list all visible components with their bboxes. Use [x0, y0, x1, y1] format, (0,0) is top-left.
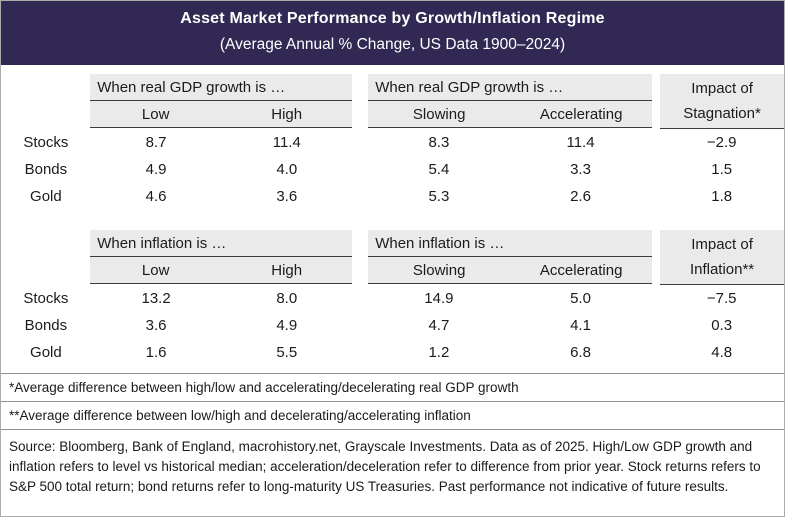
impact-value-cell: −2.9: [706, 134, 737, 151]
column-gap: [651, 312, 659, 339]
column-gap: [352, 339, 368, 366]
figure-subtitle: (Average Annual % Change, US Data 1900–2…: [219, 36, 566, 53]
value-cell: 8.3: [428, 134, 450, 151]
column-header-high: High: [221, 257, 353, 284]
column-gap: [352, 101, 368, 128]
value-cell: 11.4: [566, 134, 595, 151]
value-cell: 5.3: [428, 188, 450, 205]
impact-of-inflation-header: Impact of Inflation**: [660, 230, 784, 285]
value-cell: 13.2: [141, 290, 171, 307]
column-header-accelerating: Accelerating: [510, 257, 653, 284]
value-cell: 8.0: [276, 290, 298, 307]
title-band: Asset Market Performance by Growth/Infla…: [1, 1, 784, 65]
impact-value-cell: −7.5: [706, 290, 737, 307]
impact-header-line2: Inflation**: [689, 261, 755, 278]
table-row-bonds: Bonds 4.9 4.0 5.4 3.3 1.5: [1, 156, 784, 183]
value-cell: 1.2: [428, 344, 450, 361]
row-label: Bonds: [24, 317, 68, 334]
value-cell: 3.3: [570, 161, 591, 178]
source-note: Source: Bloomberg, Bank of England, macr…: [1, 429, 784, 497]
gdp-table-header: When real GDP growth is … When real GDP …: [1, 74, 784, 129]
column-header-slowing: Slowing: [368, 101, 511, 128]
impact-value-cell: 1.8: [711, 188, 733, 205]
impact-header-line1: Impact of: [691, 236, 753, 253]
footnotes-block: *Average difference between high/low and…: [1, 373, 784, 497]
table-row-gold: Gold 1.6 5.5 1.2 6.8 4.8: [1, 339, 784, 366]
column-header-high: High: [221, 101, 353, 128]
value-cell: 14.9: [424, 290, 454, 307]
impact-value-cell: 0.3: [711, 317, 733, 334]
row-label: Bonds: [24, 161, 68, 178]
column-gap: [652, 74, 660, 129]
column-gap: [352, 312, 368, 339]
inflation-table: When inflation is … When inflation is … …: [1, 230, 784, 366]
column-gap: [352, 156, 368, 183]
inflation-header-mid: When inflation is … When inflation is … …: [90, 230, 653, 285]
value-cell: 4.0: [276, 161, 298, 178]
column-gap: [352, 129, 368, 156]
column-gap: [651, 339, 659, 366]
impact-header-line2: Stagnation*: [683, 105, 761, 122]
column-gap: [651, 285, 659, 312]
gdp-growth-table: When real GDP growth is … When real GDP …: [1, 74, 784, 210]
inflation-level-group-header: When inflation is …: [90, 230, 353, 257]
value-cell: 5.0: [570, 290, 591, 307]
value-cell: 5.5: [276, 344, 298, 361]
value-cell: 2.6: [570, 188, 591, 205]
value-cell: 1.6: [145, 344, 167, 361]
value-cell: 4.9: [276, 317, 298, 334]
impact-header-line1: Impact of: [691, 80, 753, 97]
row-label-spacer: [1, 74, 90, 129]
impact-value-cell: 4.8: [711, 344, 733, 361]
column-header-slowing: Slowing: [368, 257, 511, 284]
gdp-header-mid: When real GDP growth is … When real GDP …: [90, 74, 653, 129]
row-label: Stocks: [23, 290, 69, 307]
gdp-level-group-header: When real GDP growth is …: [90, 74, 353, 101]
value-cell: 4.9: [145, 161, 167, 178]
column-gap: [352, 74, 368, 101]
column-header-accelerating: Accelerating: [510, 101, 653, 128]
value-cell: 11.4: [272, 134, 301, 151]
column-gap: [352, 285, 368, 312]
value-cell: 6.8: [570, 344, 591, 361]
footnote-inflation: **Average difference between low/high an…: [1, 401, 784, 429]
footnote-stagnation: *Average difference between high/low and…: [1, 373, 784, 401]
table-row-gold: Gold 4.6 3.6 5.3 2.6 1.8: [1, 183, 784, 210]
value-cell: 8.7: [145, 134, 167, 151]
row-label: Gold: [30, 188, 62, 205]
impact-of-stagnation-header: Impact of Stagnation*: [660, 74, 784, 129]
inflation-table-header: When inflation is … When inflation is … …: [1, 230, 784, 285]
column-gap: [651, 129, 659, 156]
column-gap: [352, 257, 368, 284]
inflation-direction-group-header: When inflation is …: [368, 230, 653, 257]
column-header-low: Low: [90, 101, 222, 128]
gdp-direction-group-header: When real GDP growth is …: [368, 74, 653, 101]
impact-value-cell: 1.5: [711, 161, 733, 178]
value-cell: 3.6: [145, 317, 167, 334]
column-gap: [651, 156, 659, 183]
value-cell: 4.1: [570, 317, 591, 334]
value-cell: 4.6: [145, 188, 167, 205]
value-cell: 5.4: [428, 161, 450, 178]
column-gap: [352, 230, 368, 257]
row-label: Gold: [30, 344, 62, 361]
column-gap: [652, 230, 660, 285]
table-row-stocks: Stocks 13.2 8.0 14.9 5.0 −7.5: [1, 285, 784, 312]
table-row-bonds: Bonds 3.6 4.9 4.7 4.1 0.3: [1, 312, 784, 339]
table-row-stocks: Stocks 8.7 11.4 8.3 11.4 −2.9: [1, 129, 784, 156]
column-header-low: Low: [90, 257, 222, 284]
column-gap: [651, 183, 659, 210]
row-label: Stocks: [23, 134, 69, 151]
value-cell: 3.6: [276, 188, 298, 205]
value-cell: 4.7: [428, 317, 450, 334]
figure-title: Asset Market Performance by Growth/Infla…: [180, 10, 605, 27]
row-label-spacer: [1, 230, 90, 285]
column-gap: [352, 183, 368, 210]
